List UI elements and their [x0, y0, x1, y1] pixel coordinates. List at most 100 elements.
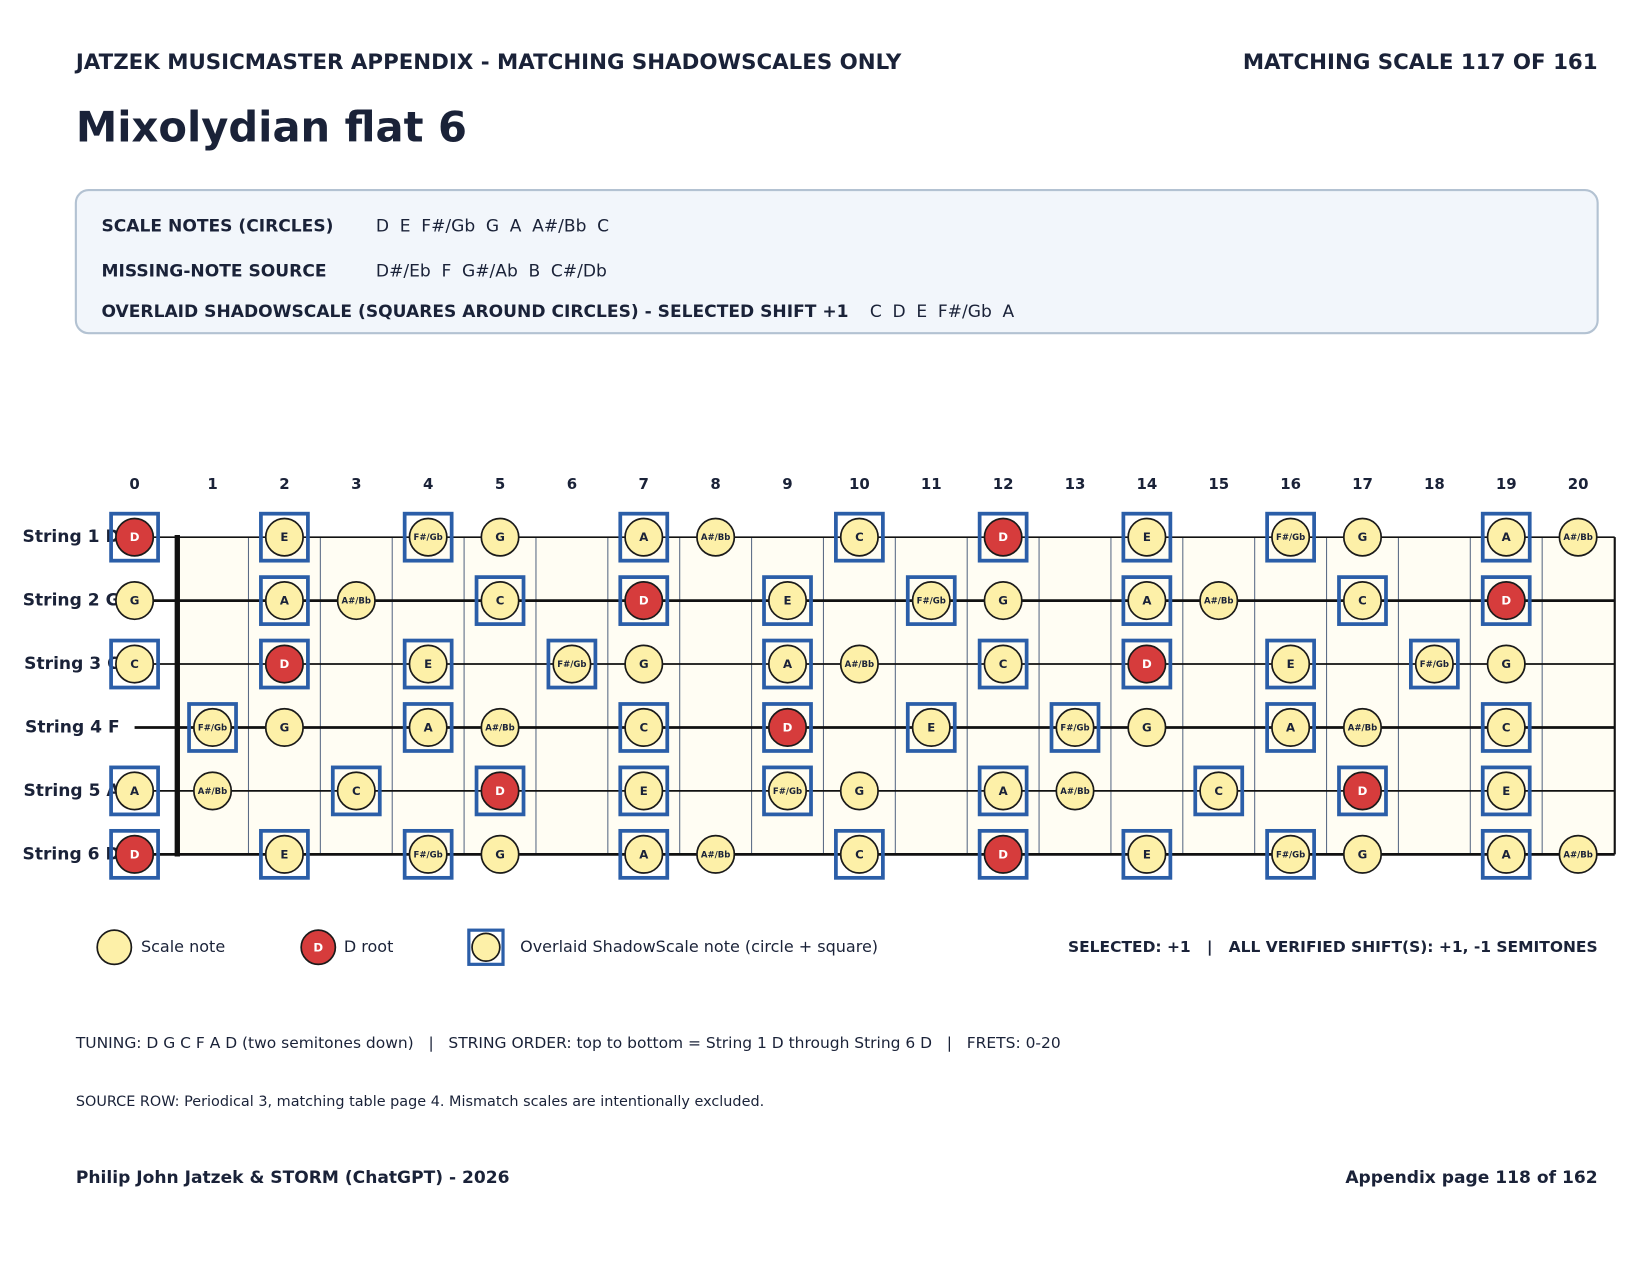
- note-label: E: [640, 784, 648, 798]
- tuning-note: TUNING: D G C F A D (two semitones down)…: [75, 1034, 1061, 1052]
- note-label: A#/Bb: [342, 597, 371, 607]
- overlay-square: [109, 638, 160, 690]
- note-label: F#/Gb: [198, 724, 227, 734]
- overlay-square: [402, 511, 454, 563]
- scale-note: [839, 517, 879, 557]
- scale-note: [1127, 517, 1167, 557]
- note-label: D: [1142, 657, 1152, 671]
- note-label: C: [1214, 784, 1223, 798]
- overlay-square: [1049, 702, 1101, 753]
- fret-number: 5: [495, 475, 505, 493]
- scale-note: [192, 707, 233, 748]
- overlay-square: [402, 702, 454, 753]
- note-label: F#/Gb: [1276, 850, 1305, 860]
- info-label: OVERLAID SHADOWSCALE (SQUARES AROUND CIR…: [101, 302, 848, 322]
- scale-note: [983, 644, 1023, 684]
- note-label: D: [130, 847, 140, 861]
- scale-note: [336, 581, 376, 621]
- info-note: C: [597, 216, 609, 236]
- note-label: D: [998, 847, 1008, 861]
- info-note: A: [510, 216, 522, 236]
- note-label: G: [998, 594, 1008, 608]
- scale-note: [552, 644, 592, 684]
- scale-note: [1127, 834, 1167, 874]
- note-label: D: [998, 530, 1008, 544]
- legend-label: Scale note: [141, 937, 225, 956]
- fretboard-background: [177, 537, 1615, 855]
- scale-note: [1271, 644, 1311, 684]
- scale-note: [1558, 517, 1598, 557]
- overlay-square: [1337, 575, 1388, 626]
- legend-root-swatch: [300, 929, 337, 966]
- fret-number: 14: [1136, 475, 1157, 493]
- overlay-square: [187, 702, 238, 753]
- scale-note: [839, 771, 879, 811]
- note-label: A: [1142, 594, 1152, 608]
- note-label: C: [855, 530, 864, 544]
- overlay-square: [259, 828, 310, 880]
- scale-note: [480, 581, 520, 621]
- scale-note: [983, 581, 1023, 621]
- info-note: F#/Gb: [421, 216, 475, 236]
- note-label: A#/Bb: [1060, 787, 1089, 797]
- note-label: G: [639, 657, 649, 671]
- scale-note: [1127, 581, 1167, 621]
- scale-note: [1199, 771, 1239, 811]
- note-label: A#/Bb: [701, 850, 730, 860]
- shift-summary: SELECTED: +1 | ALL VERIFIED SHIFT(S): +1…: [1068, 938, 1598, 957]
- overlay-square: [762, 702, 813, 753]
- note-label: A: [424, 721, 434, 735]
- overlay-square: [905, 702, 957, 753]
- info-box: [74, 189, 1599, 335]
- scale-note: [839, 834, 879, 874]
- root-note: [1342, 771, 1383, 811]
- overlay-square: [1480, 828, 1532, 880]
- note-label: D: [495, 784, 505, 798]
- scale-note: [1486, 771, 1526, 811]
- note-label: G: [495, 847, 505, 861]
- string-label: String 2 G: [23, 591, 120, 611]
- info-note: E: [400, 216, 411, 236]
- scale-note: [767, 581, 808, 621]
- overlay-square: [1480, 575, 1532, 626]
- scale-note: [1055, 771, 1095, 811]
- scale-note: [1342, 707, 1383, 748]
- scale-note: [480, 707, 520, 748]
- scale-note: [839, 644, 879, 684]
- note-label: A: [783, 657, 793, 671]
- root-note: [115, 517, 155, 557]
- overlay-square: [109, 828, 160, 880]
- title: Mixolydian flat 6: [76, 102, 467, 151]
- scale-note: [1414, 644, 1454, 684]
- scale-note: [624, 707, 664, 748]
- fret-number: 4: [423, 475, 433, 493]
- string-label: String 1 D: [23, 527, 120, 547]
- overlay-square: [905, 575, 957, 626]
- overlay-square: [1265, 511, 1316, 563]
- note-label: A#/Bb: [1563, 850, 1592, 860]
- overlay-square: [1121, 638, 1173, 690]
- info-note: D: [893, 302, 906, 322]
- overlay-square: [259, 511, 310, 563]
- scale-note: [1342, 517, 1383, 557]
- fret-number: 6: [567, 475, 577, 493]
- fret-number: 0: [129, 475, 139, 493]
- overlay-square: [618, 511, 670, 563]
- overlay-square: [1121, 828, 1173, 880]
- note-label: F#/Gb: [1420, 660, 1449, 670]
- note-label: A#/Bb: [1563, 533, 1592, 543]
- scale-note: [264, 707, 304, 748]
- note-label: F#/Gb: [414, 533, 443, 543]
- fret-number: 7: [639, 475, 649, 493]
- fret-number: 13: [1065, 475, 1086, 493]
- note-label: E: [424, 657, 432, 671]
- legend-label: Overlaid ShadowScale note (circle + squa…: [520, 937, 878, 956]
- overlay-square: [1265, 638, 1316, 690]
- scale-note: [1271, 517, 1311, 557]
- overlay-square: [109, 511, 160, 563]
- fret-number: 12: [993, 475, 1014, 493]
- note-label: A: [130, 784, 140, 798]
- overlay-square: [1121, 575, 1173, 626]
- fret-number: 15: [1208, 475, 1229, 493]
